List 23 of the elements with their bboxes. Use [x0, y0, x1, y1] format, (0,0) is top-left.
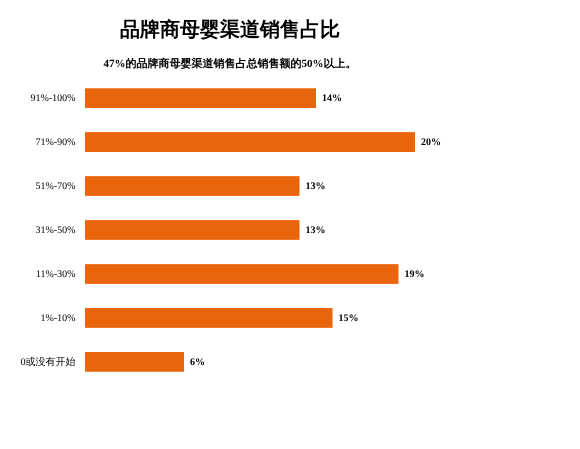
bar [85, 176, 300, 196]
y-tick-label: 51%-70% [36, 181, 76, 192]
y-tick-label: 31%-50% [36, 225, 76, 236]
bar [85, 220, 300, 240]
data-label: 13% [306, 181, 326, 192]
data-label: 6% [190, 356, 205, 368]
data-label: 13% [306, 225, 326, 236]
bar [85, 132, 415, 152]
bar [85, 308, 332, 328]
y-tick-label: 11%-30% [36, 268, 76, 280]
data-label: 14% [322, 93, 342, 104]
y-tick-label: 1%-10% [40, 312, 76, 324]
data-label: 19% [404, 268, 424, 280]
chart-title: 品牌商母婴渠道销售占比 [120, 18, 340, 41]
data-label: 20% [421, 137, 441, 148]
data-label: 15% [338, 312, 358, 324]
bar [85, 88, 316, 108]
bar [85, 352, 184, 372]
y-tick-label: 91%-100% [30, 93, 76, 104]
y-tick-label: 0或没有开始 [20, 356, 76, 368]
bar [85, 264, 398, 284]
chart-subtitle: 47%的品牌商母婴渠道销售占总销售额的50%以上。 [104, 57, 356, 70]
y-tick-label: 71%-90% [36, 137, 76, 148]
